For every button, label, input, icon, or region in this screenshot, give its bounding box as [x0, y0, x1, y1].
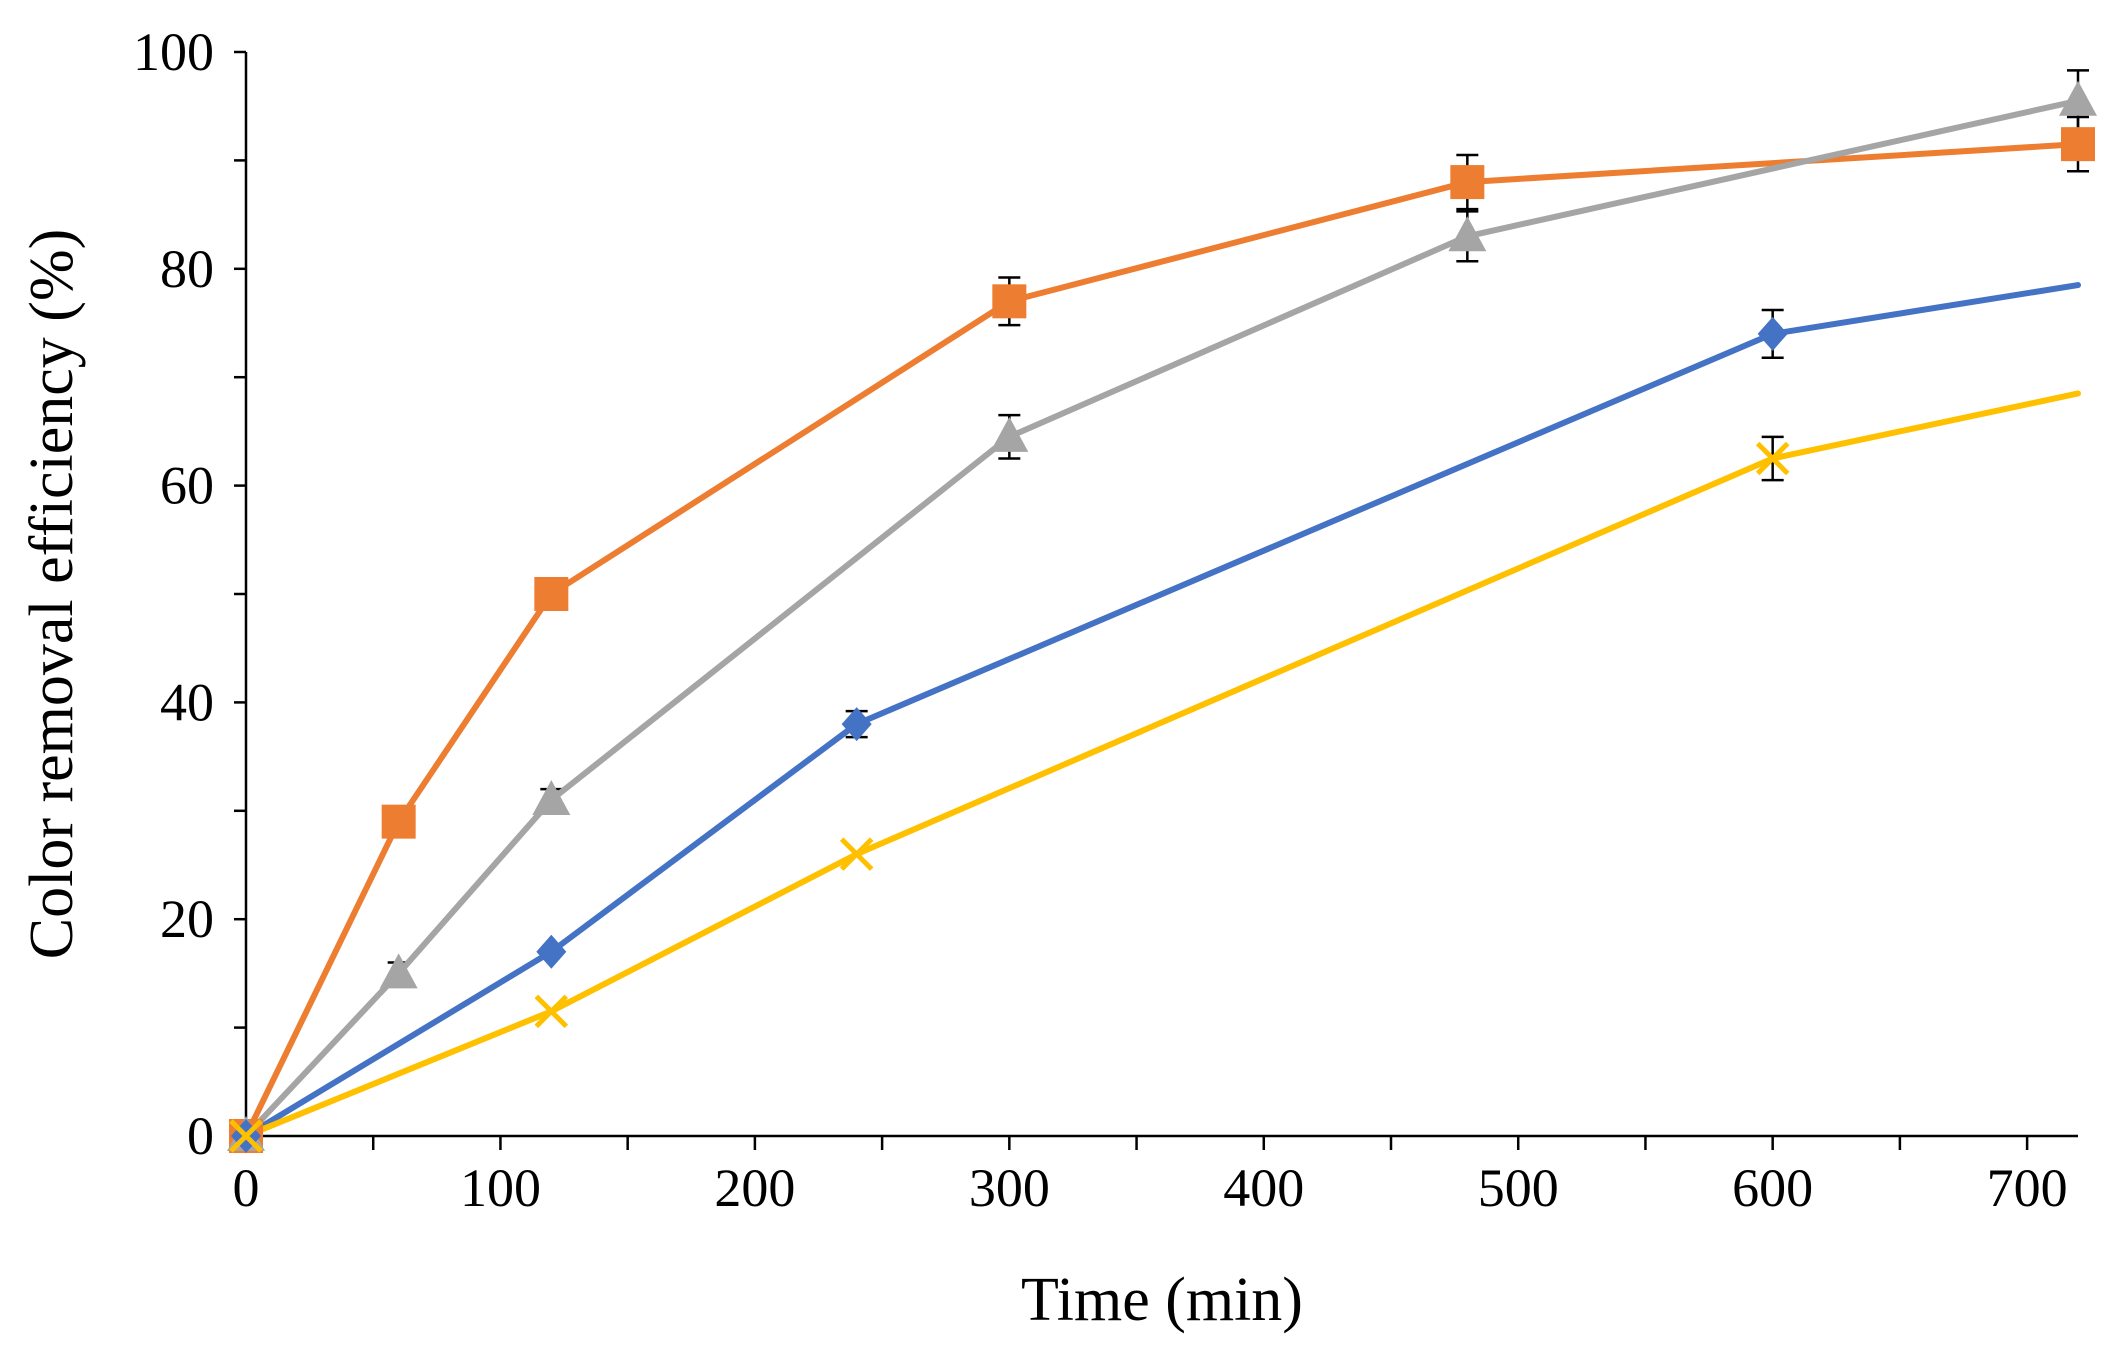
data-point: [1450, 165, 1485, 200]
y-tick-label: 40: [160, 672, 214, 732]
data-point: [841, 707, 872, 742]
x-tick-label: 400: [1223, 1158, 1304, 1218]
y-tick-label: 100: [133, 22, 214, 82]
x-tick-label: 0: [233, 1158, 260, 1218]
series-lines: [243, 97, 2081, 1139]
axes: 0 20 40 60 80 100 0 100 200 300 400 500 600 700: [133, 22, 2078, 1218]
data-point-stroke: [839, 837, 874, 871]
series-line: [243, 141, 2081, 1139]
y-axis-title: Color removal efficiency (%): [18, 229, 86, 960]
x-tick-label: 700: [1987, 1158, 2068, 1218]
series-line: [243, 97, 2081, 1139]
data-point-stroke: [534, 994, 569, 1029]
x-tick-label: 500: [1478, 1158, 1559, 1218]
data-point: [992, 284, 1027, 319]
data-point: [2061, 127, 2095, 162]
y-tick-label: 60: [160, 456, 214, 516]
data-point: [990, 416, 1029, 452]
data-point: [229, 1119, 263, 1153]
y-tick-label: 0: [187, 1106, 214, 1166]
data-point: [534, 577, 569, 611]
x-tick-label: 600: [1732, 1158, 1813, 1218]
x-axis-title: Time (min): [1021, 1266, 1303, 1334]
data-point: [1448, 216, 1487, 252]
series-line: [243, 390, 2081, 1139]
y-tick-label: 80: [160, 239, 214, 299]
y-tick-label: 20: [160, 889, 214, 949]
data-point: [534, 994, 569, 1029]
data-point: [839, 837, 874, 871]
data-point: [379, 953, 418, 989]
data-point: [1757, 316, 1788, 351]
data-point: [381, 804, 416, 839]
data-point: [1755, 441, 1790, 476]
x-tick-label: 200: [714, 1158, 795, 1218]
data-point-stroke: [229, 1119, 263, 1153]
error-bars: [387, 69, 2089, 986]
data-point: [536, 934, 567, 969]
series-line: [243, 282, 2081, 1139]
series-markers: [227, 80, 2097, 1153]
x-tick-label: 100: [460, 1158, 541, 1218]
x-tick-label: 300: [969, 1158, 1050, 1218]
data-point: [532, 779, 571, 815]
data-point: [2059, 80, 2097, 116]
data-point-stroke: [1755, 441, 1790, 476]
